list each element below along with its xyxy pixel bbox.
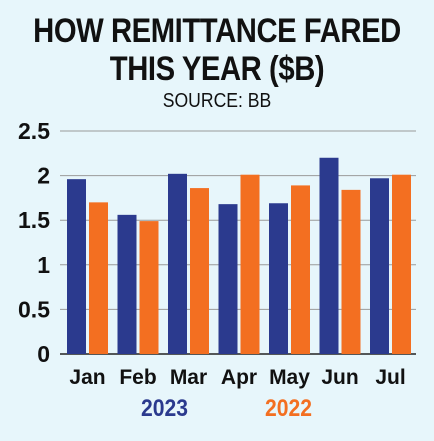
bar-2022-may bbox=[291, 185, 310, 354]
y-axis-ticks: 0 0.5 1 1.5 2 2.5 bbox=[18, 118, 50, 367]
bar-2022-jun bbox=[341, 189, 361, 354]
bar-2022-apr bbox=[240, 174, 260, 354]
bar-2023-jan bbox=[67, 179, 86, 354]
y-tick-label: 1 bbox=[37, 252, 50, 278]
x-tick-label: Jul bbox=[375, 366, 405, 389]
y-tick-label: 2 bbox=[37, 163, 50, 189]
chart-source: SOURCE: BB bbox=[162, 90, 272, 112]
x-tick-label: Feb bbox=[119, 366, 156, 389]
bar-2023-jun bbox=[319, 157, 339, 354]
x-axis-ticks: Jan Feb Mar Apr May Jun Jul bbox=[69, 366, 405, 389]
bar-2023-may bbox=[269, 203, 288, 354]
x-tick-label: Mar bbox=[170, 366, 207, 389]
y-tick-label: 1.5 bbox=[18, 207, 50, 233]
chart-title-line-2: THIS YEAR ($B) bbox=[109, 50, 325, 88]
bar-2023-apr bbox=[218, 204, 238, 354]
legend-2022: 2022 bbox=[265, 395, 312, 422]
bar-2023-mar bbox=[168, 173, 187, 354]
bar-2022-feb bbox=[139, 221, 159, 354]
bar-2022-jan bbox=[89, 202, 108, 354]
x-tick-label: Jan bbox=[69, 366, 105, 389]
legend-2023: 2023 bbox=[141, 395, 188, 422]
bar-2022-jul bbox=[392, 174, 411, 354]
x-tick-label: Apr bbox=[221, 366, 257, 389]
gridlines bbox=[60, 130, 416, 355]
bars bbox=[67, 157, 411, 354]
y-tick-label: 2.5 bbox=[18, 118, 50, 144]
bar-2022-mar bbox=[190, 188, 209, 354]
y-tick-label: 0.5 bbox=[18, 296, 50, 322]
y-tick-label: 0 bbox=[37, 341, 50, 367]
x-tick-label: May bbox=[269, 366, 310, 389]
bar-2023-feb bbox=[117, 214, 137, 354]
bar-2023-jul bbox=[370, 178, 389, 354]
x-tick-label: Jun bbox=[321, 366, 358, 389]
chart-title-line-1: HOW REMITTANCE FARED bbox=[33, 12, 401, 50]
